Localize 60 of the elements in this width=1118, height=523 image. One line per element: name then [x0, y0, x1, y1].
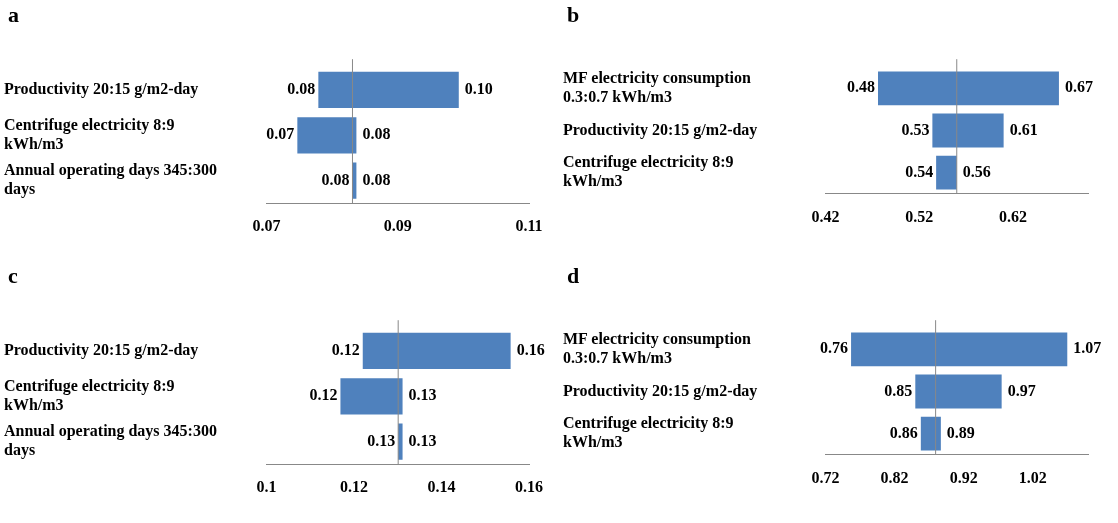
- y-tick-label: MF electricity consumption 0.3:0.7 kWh/m3: [563, 68, 751, 106]
- x-tick-label: 0.52: [905, 207, 934, 225]
- x-tick-label: 0.62: [999, 207, 1027, 225]
- annotation: 1.07: [1073, 339, 1102, 357]
- annotation: 0.13: [408, 386, 437, 404]
- x-tick-label: 0.82: [880, 468, 909, 486]
- x-tick-label: 0.72: [811, 468, 840, 486]
- annotation: 0.48: [847, 78, 875, 96]
- bar: [851, 332, 1068, 367]
- y-tick-label: Productivity 20:15 g/m2-day: [563, 120, 758, 139]
- y-tick-label: Centrifuge electricity 8:9 kWh/m3: [4, 115, 175, 153]
- bar: [932, 113, 1004, 148]
- x-tick-label: 0.07: [252, 217, 281, 235]
- x-tick-label: 0.16: [515, 478, 543, 496]
- text: c: [8, 263, 18, 289]
- annotation: 0.54: [905, 162, 934, 180]
- annotation: 0.67: [1064, 78, 1093, 96]
- bar: [878, 71, 1059, 106]
- bar: [920, 416, 941, 451]
- y-tick-label: Productivity 20:15 g/m2-day: [563, 381, 758, 400]
- annotation: 0.13: [367, 431, 396, 449]
- y-tick-label: Centrifuge electricity 8:9 kWh/m3: [563, 153, 734, 190]
- text: d: [567, 263, 580, 289]
- annotation: 0.61: [1009, 120, 1038, 138]
- annotation: 0.85: [884, 381, 913, 399]
- y-tick-label: Centrifuge electricity 8:9 kWh/m3: [563, 414, 734, 451]
- annotation: 0.08: [362, 125, 391, 143]
- y-tick-label: Productivity 20:15 g/m2-day: [4, 341, 199, 360]
- x-tick-label: 0.11: [515, 217, 543, 235]
- annotation: 0.76: [820, 339, 849, 357]
- y-tick-label: Productivity 20:15 g/m2-day: [4, 80, 199, 99]
- annotation: 0.97: [1007, 381, 1036, 399]
- y-tick-label: Annual operating days 345:300 days: [4, 422, 217, 460]
- annotation: 0.08: [287, 80, 316, 98]
- annotation: 0.89: [946, 423, 975, 441]
- y-tick-label: Centrifuge electricity 8:9 kWh/m3: [4, 376, 175, 414]
- text: b: [567, 2, 580, 28]
- x-tick-label: 0.1: [256, 478, 277, 496]
- bar: [936, 155, 957, 190]
- x-tick-label: 0.92: [949, 468, 978, 486]
- annotation: 0.12: [309, 386, 338, 404]
- x-tick-label: 1.02: [1018, 468, 1047, 486]
- annotation: 0.13: [408, 431, 437, 449]
- annotation: 0.10: [464, 80, 493, 98]
- annotation: 0.56: [962, 162, 991, 180]
- annotation: 0.08: [321, 170, 350, 188]
- bar: [915, 374, 1002, 409]
- annotation: 0.86: [889, 423, 918, 441]
- x-tick-label: 0.12: [340, 478, 368, 496]
- x-tick-label: 0.14: [427, 478, 456, 496]
- y-tick-label: MF electricity consumption 0.3:0.7 kWh/m3: [563, 329, 751, 367]
- annotation: 0.16: [516, 341, 545, 359]
- x-tick-label: 0.09: [383, 217, 412, 235]
- text: a: [8, 2, 19, 28]
- y-tick-label: Annual operating days 345:300 days: [4, 161, 217, 199]
- annotation: 0.53: [901, 120, 930, 138]
- annotation: 0.12: [331, 341, 360, 359]
- annotation: 0.08: [362, 170, 391, 188]
- x-tick-label: 0.42: [811, 207, 840, 225]
- annotation: 0.07: [266, 125, 295, 143]
